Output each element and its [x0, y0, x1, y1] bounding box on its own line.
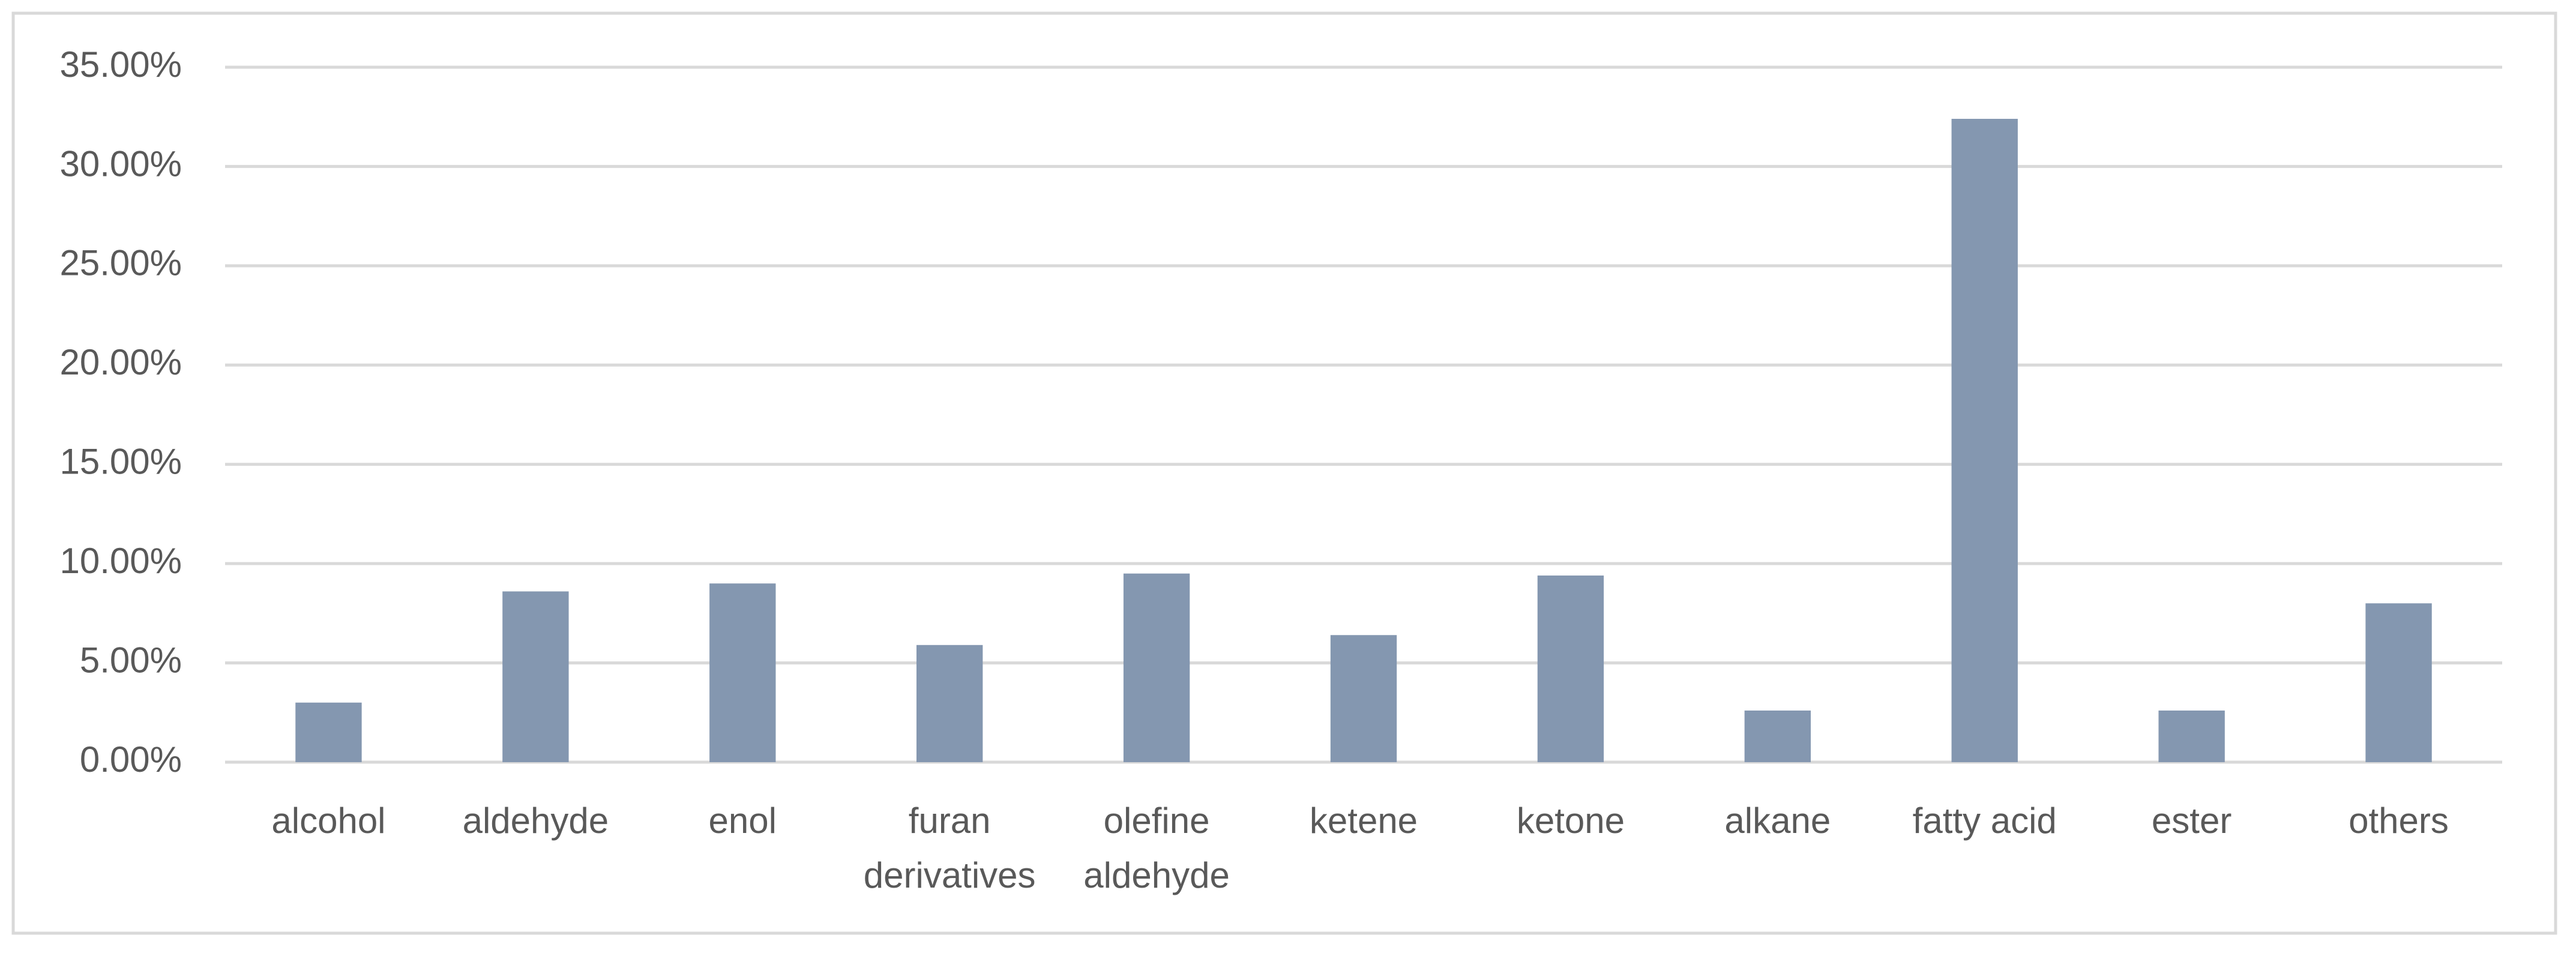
- bar: [1330, 635, 1397, 762]
- y-tick-label: 0.00%: [80, 739, 182, 780]
- bar: [2365, 603, 2432, 762]
- bar: [1744, 710, 1811, 762]
- x-tick-label: enol: [708, 801, 777, 841]
- x-tick-label: ketene: [1309, 801, 1418, 841]
- x-tick-label: olefine aldehyde: [1083, 801, 1230, 895]
- x-tick-label: ketone: [1516, 801, 1625, 841]
- bar: [1123, 573, 1190, 762]
- y-tick-label: 35.00%: [60, 44, 182, 85]
- bar: [1951, 119, 2018, 763]
- y-tick-label: 20.00%: [60, 342, 182, 382]
- bar: [916, 645, 983, 762]
- x-tick-label: ester: [2151, 801, 2232, 841]
- bar: [709, 583, 776, 762]
- bar: [502, 591, 569, 762]
- bar: [1537, 575, 1604, 762]
- y-tick-label: 15.00%: [60, 442, 182, 482]
- x-tick-label: furan derivatives: [863, 801, 1036, 895]
- chart-border: [11, 11, 2557, 935]
- x-tick-label: alcohol: [271, 801, 386, 841]
- y-tick-label: 30.00%: [60, 143, 182, 184]
- x-tick-label: aldehyde: [462, 801, 609, 841]
- bar: [295, 702, 362, 762]
- y-tick-label: 25.00%: [60, 243, 182, 283]
- y-tick-label: 10.00%: [60, 541, 182, 581]
- bar: [2158, 710, 2225, 762]
- y-tick-label: 5.00%: [80, 640, 182, 680]
- x-tick-label: fatty acid: [1912, 801, 2057, 841]
- x-tick-label: alkane: [1724, 801, 1831, 841]
- x-tick-label: others: [2349, 801, 2449, 841]
